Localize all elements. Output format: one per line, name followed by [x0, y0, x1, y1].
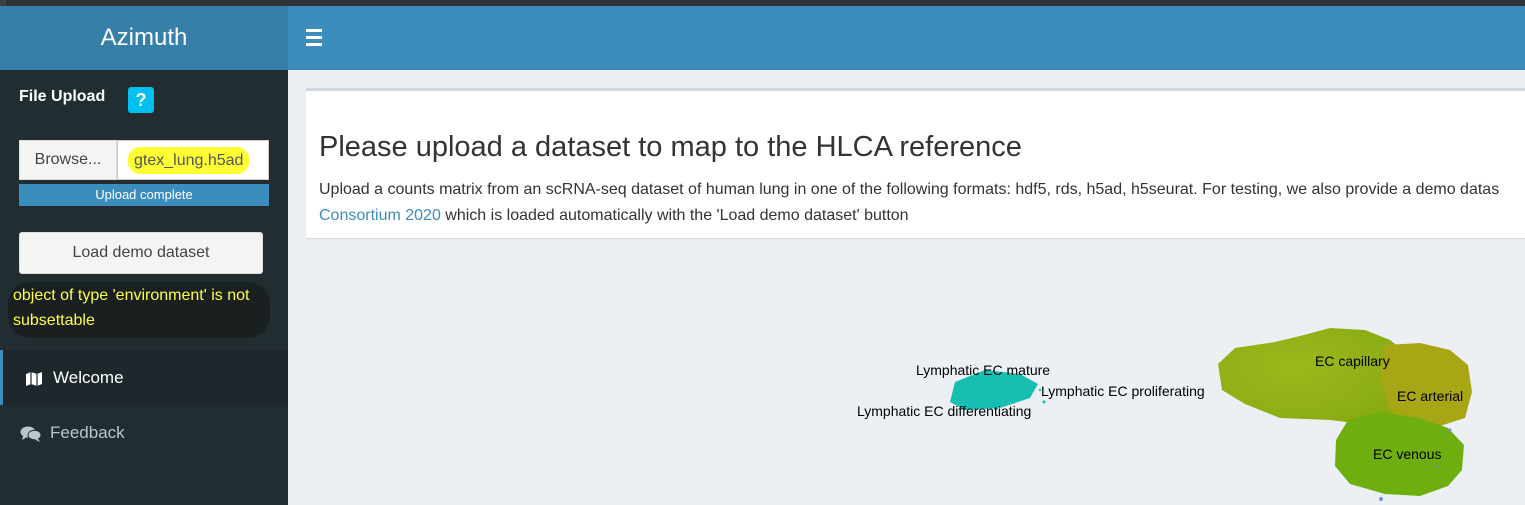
label-lymphatic-proliferating: Lymphatic EC proliferating: [1041, 383, 1205, 399]
sidebar-item-label: Welcome: [53, 368, 124, 387]
venous-cluster: [1335, 412, 1464, 496]
error-message: object of type 'environment' is not subs…: [8, 282, 270, 338]
file-upload-title: File Upload: [19, 88, 106, 105]
arterial-cluster: [1380, 343, 1472, 426]
sidebar-item-feedback[interactable]: Feedback: [0, 405, 288, 460]
file-name-text: gtex_lung.h5ad: [128, 147, 250, 174]
label-lymphatic-differentiating: Lymphatic EC differentiating: [857, 403, 1031, 419]
map-icon: [23, 350, 45, 405]
hamburger-icon[interactable]: [306, 29, 322, 47]
description-line-2: which is loaded automatically with the '…: [440, 207, 909, 224]
top-navbar: [288, 6, 1525, 70]
sidebar-item-label: Feedback: [50, 423, 125, 442]
page-title: Please upload a dataset to map to the HL…: [319, 131, 1022, 163]
description: Upload a counts matrix from an scRNA-seq…: [319, 177, 1525, 229]
label-lymphatic-mature: Lymphatic EC mature: [916, 362, 1050, 378]
lymphatic-cluster: [950, 370, 1038, 410]
capillary-cluster: [1218, 328, 1405, 425]
label-ec-venous: EC venous: [1373, 446, 1441, 462]
welcome-box: Please upload a dataset to map to the HL…: [306, 88, 1525, 238]
label-ec-capillary: EC capillary: [1315, 353, 1390, 369]
load-demo-button[interactable]: Load demo dataset: [19, 232, 263, 274]
consortium-link[interactable]: Consortium 2020: [319, 207, 441, 224]
description-line-1: Upload a counts matrix from an scRNA-seq…: [319, 181, 1500, 198]
help-icon[interactable]: ?: [128, 87, 154, 113]
file-name-field[interactable]: gtex_lung.h5ad: [117, 140, 269, 180]
browse-button[interactable]: Browse...: [19, 140, 117, 180]
comments-icon: [20, 405, 42, 460]
window-top-strip: [0, 0, 1525, 6]
error-text: object of type 'environment' is not subs…: [13, 287, 250, 329]
upload-progress-bar: Upload complete: [19, 184, 269, 206]
sidebar-item-welcome[interactable]: Welcome: [0, 350, 288, 405]
label-ec-arterial: EC arterial: [1397, 388, 1463, 404]
file-input-group: Browse... gtex_lung.h5ad: [19, 140, 269, 180]
app-logo[interactable]: Azimuth: [0, 6, 288, 70]
